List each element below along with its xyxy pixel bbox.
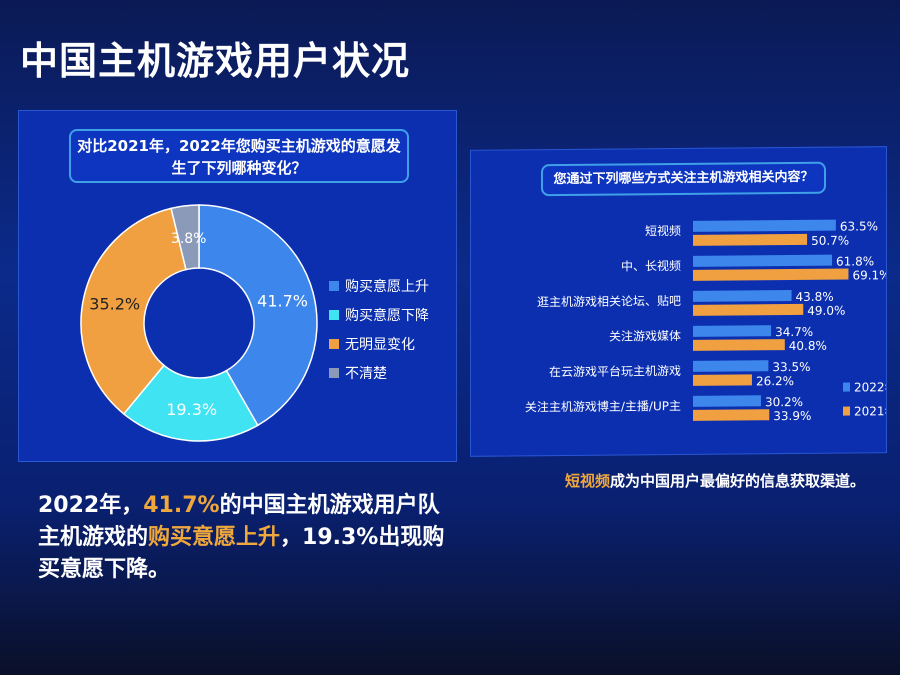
legend-label: 购买意愿上升: [345, 278, 429, 295]
bar-2022年: [693, 325, 772, 337]
bar-chart: 短视频 63.5%50.7% 中、长视频 61.8%69.1% 逛主机游戏相关论坛、贴吧…: [525, 219, 886, 423]
slide-title: 中国主机游戏用户状况: [20, 39, 411, 83]
bar-category-label: 关注游戏媒体: [609, 328, 681, 344]
right-summary: 短视频成为中国用户最偏好的信息获取渠道。: [565, 470, 865, 491]
bar-2022年: [693, 395, 761, 407]
bar-2021年: [693, 268, 849, 281]
bar-category-label: 逛主机游戏相关论坛、贴吧: [537, 294, 681, 309]
donut-panel: 对比2021年，2022年您购买主机游戏的意愿发生了下列哪种变化？ 41.7% 1…: [18, 110, 457, 462]
left-summary: 2022年，41.7%的中国主机游戏用户队主机游戏的购买意愿上升，19.3%出现…: [38, 490, 458, 586]
legend-label: 无明显变化: [345, 336, 415, 353]
bar-value-label: 26.2%: [756, 374, 794, 388]
legend-swatch: [329, 367, 339, 378]
bar-2022年: [693, 360, 769, 372]
legend-swatch: [329, 338, 339, 349]
donut-label: 35.2%: [89, 295, 140, 314]
bar-value-label: 40.8%: [789, 339, 827, 353]
bar-2022年: [693, 254, 833, 267]
legend-swatch: [843, 406, 850, 416]
summary-text: 成为中国用户最偏好的信息获取渠道。: [610, 472, 866, 490]
legend-label: 2022年: [854, 380, 886, 394]
bar-panel: 您通过下列哪些方式关注主机游戏相关内容？ 短视频 63.5% 50.7% 中、长视频 6…: [470, 146, 887, 457]
summary-highlight: 41.7%: [143, 493, 220, 518]
legend-swatch: [329, 309, 339, 320]
bar-value-label: 49.0%: [807, 304, 845, 318]
bar-category-label: 短视频: [645, 223, 681, 238]
bar-value-label: 63.5%: [840, 219, 878, 233]
summary-highlight: 短视频: [565, 472, 611, 490]
donut-slice-4: [170, 204, 200, 271]
donut-label: 19.3%: [166, 400, 217, 419]
legend-label: 购买意愿下降: [345, 307, 429, 324]
donut-label: 41.7%: [257, 292, 308, 311]
bar-value-label: 50.7%: [811, 234, 849, 248]
summary-text: 的中国主机游戏用户队主机游戏的: [38, 493, 440, 550]
summary-highlight: 购买意愿上升: [148, 525, 281, 550]
donut-legend: 购买意愿上升 购买意愿下降 无明显变化不清楚: [329, 271, 429, 387]
bar-2021年: [693, 233, 808, 246]
summary-text: ，19.3%出现购买意愿下降。: [38, 525, 445, 582]
donut-slice-3: [80, 207, 187, 415]
legend-label: 不清楚: [345, 365, 387, 382]
legend-item: 不清楚: [329, 358, 429, 387]
bar-value-label: 33.9%: [773, 409, 811, 423]
bar-value-label: 61.8%: [836, 254, 874, 268]
bar-2021年: [693, 303, 804, 316]
bar-category-label: 中、长视频: [621, 258, 681, 274]
bar-category-label: 关注主机游戏博主/主播/UP主: [525, 398, 681, 414]
legend-item: 购买意愿下降: [329, 300, 429, 329]
bar-value-label: 34.7%: [775, 325, 813, 339]
bar-2021年: [693, 374, 752, 386]
bar-category-label: 在云游戏平台玩主机游戏: [549, 363, 681, 379]
bar-value-label: 43.8%: [796, 290, 834, 304]
donut-label: 3.8%: [171, 231, 207, 247]
bar-2021年: [693, 339, 785, 351]
bar-value-label: 30.2%: [765, 395, 803, 409]
donut-chart: 41.7% 19.3% 35.2% 3.8%: [80, 204, 318, 442]
bar-2022年: [693, 219, 836, 232]
legend-label: 2021年: [854, 404, 886, 418]
legend-item: 购买意愿上升: [329, 271, 429, 300]
bar-value-label: 33.5%: [772, 360, 810, 374]
summary-text: 2022年，: [38, 493, 144, 518]
donut-slice-2: [122, 364, 259, 442]
bar-2022年: [693, 290, 792, 302]
bar-value-label: 69.1%: [852, 268, 886, 282]
bar-2021年: [693, 409, 770, 421]
legend-item: 无明显变化: [329, 329, 429, 358]
legend-swatch: [329, 280, 339, 291]
donut-question: 对比2021年，2022年您购买主机游戏的意愿发生了下列哪种变化？: [69, 129, 409, 183]
bar-question: 您通过下列哪些方式关注主机游戏相关内容？: [541, 161, 826, 197]
donut-slice-1: [198, 204, 318, 427]
legend-swatch: [843, 382, 850, 392]
